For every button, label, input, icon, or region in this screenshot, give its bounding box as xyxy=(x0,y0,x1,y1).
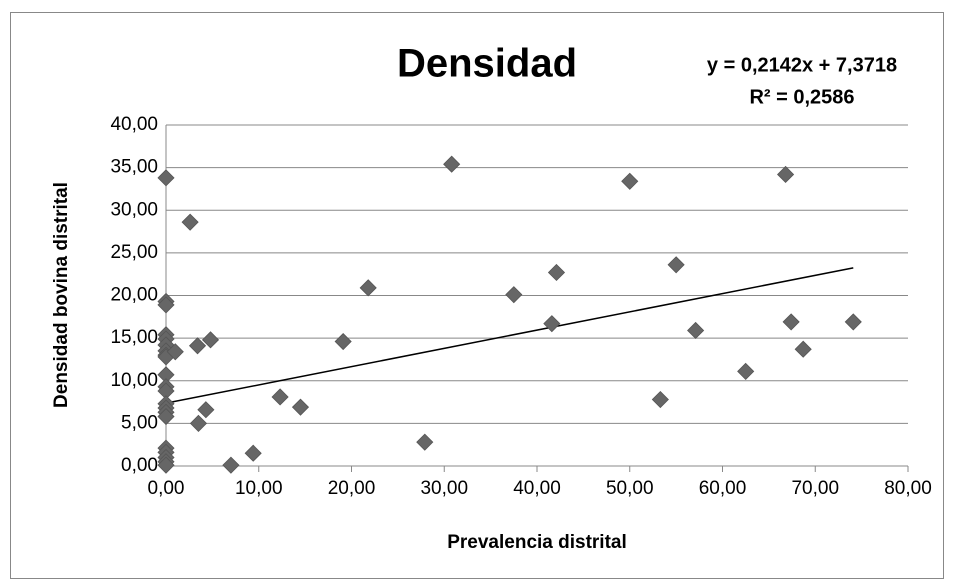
data-point xyxy=(547,263,566,282)
data-point xyxy=(157,456,175,474)
data-point xyxy=(737,362,755,380)
data-point xyxy=(782,313,800,331)
data-point xyxy=(181,213,199,231)
data-point xyxy=(201,331,220,349)
y-tick-label: 5,00 xyxy=(121,412,158,433)
data-point xyxy=(222,456,240,474)
x-tick-label: 40,00 xyxy=(513,478,561,499)
x-tick-label: 0,00 xyxy=(148,478,185,499)
trend-equation: y = 0,2142x + 7,3718 xyxy=(707,54,897,76)
trendline xyxy=(165,267,854,404)
chart-title: Densidad xyxy=(397,42,577,86)
y-tick-label: 0,00 xyxy=(121,455,158,476)
y-tick-label: 30,00 xyxy=(110,199,158,220)
data-point xyxy=(359,279,377,297)
data-point xyxy=(189,414,208,432)
x-tick-label: 70,00 xyxy=(791,478,839,499)
data-point xyxy=(188,337,207,355)
x-tick-label: 60,00 xyxy=(699,478,747,499)
data-point xyxy=(687,321,705,340)
y-axis-label: Densidad bovina distrital xyxy=(51,182,72,408)
data-point xyxy=(621,172,639,190)
data-point xyxy=(244,444,262,462)
y-tick-label: 20,00 xyxy=(110,285,158,306)
x-tick-label: 30,00 xyxy=(420,478,468,499)
x-axis-label: Prevalencia distrital xyxy=(447,532,627,553)
y-tick-label: 40,00 xyxy=(110,114,158,135)
data-point xyxy=(543,315,561,333)
y-tick-label: 10,00 xyxy=(110,370,158,391)
data-point xyxy=(291,398,310,416)
data-point xyxy=(197,401,215,419)
y-tick-label: 35,00 xyxy=(110,157,158,178)
y-tick-label: 15,00 xyxy=(110,327,158,348)
data-point xyxy=(271,388,289,406)
data-point xyxy=(157,407,175,426)
data-point xyxy=(334,332,352,351)
data-point xyxy=(157,296,175,314)
data-point xyxy=(667,256,685,274)
data-point xyxy=(844,313,862,331)
x-tick-label: 20,00 xyxy=(328,478,376,499)
data-point xyxy=(166,343,184,361)
data-point xyxy=(416,433,434,451)
data-point xyxy=(157,169,175,187)
x-tick-label: 10,00 xyxy=(235,478,283,499)
trend-r2: R² = 0,2586 xyxy=(749,86,854,108)
data-point xyxy=(651,390,669,409)
data-point xyxy=(794,340,812,358)
data-point xyxy=(777,165,795,184)
x-tick-label: 50,00 xyxy=(606,478,654,499)
x-tick-label: 80,00 xyxy=(884,478,932,499)
data-point xyxy=(505,286,523,304)
data-point xyxy=(443,155,461,173)
y-tick-label: 25,00 xyxy=(110,242,158,263)
